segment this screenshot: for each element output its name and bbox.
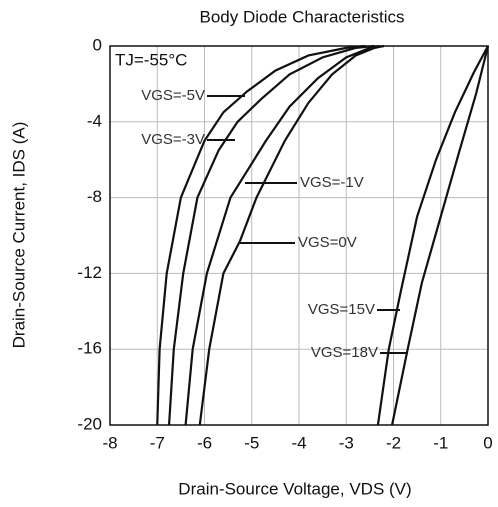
- annotation: TJ=-55°C: [115, 50, 187, 69]
- x-tick-label: -7: [150, 433, 165, 452]
- x-tick-label: -4: [291, 433, 306, 452]
- x-tick-label: -8: [102, 433, 117, 452]
- curve: [198, 44, 385, 426]
- y-tick-label: 0: [93, 35, 102, 54]
- curve: [184, 44, 380, 426]
- y-tick-label: -4: [87, 111, 102, 130]
- y-tick-label: -8: [87, 187, 102, 206]
- series-label: VGS=-5V: [141, 87, 205, 104]
- x-tick-label: -5: [244, 433, 259, 452]
- y-tick-label: -20: [77, 414, 102, 433]
- chart-title: Body Diode Characteristics: [199, 7, 404, 26]
- curve: [376, 45, 489, 426]
- plot-frame: [109, 45, 489, 426]
- x-tick-label: -2: [386, 433, 401, 452]
- x-tick-label: -1: [433, 433, 448, 452]
- x-tick-label: -3: [339, 433, 354, 452]
- x-tick-label: 0: [483, 433, 492, 452]
- series-label: VGS=-1V: [300, 174, 364, 191]
- x-tick-label: -6: [197, 433, 212, 452]
- y-tick-label: -12: [77, 263, 102, 282]
- curve: [167, 44, 375, 426]
- series-label: VGS=15V: [308, 301, 375, 318]
- y-axis-label: Drain-Source Current, IDS (A): [9, 122, 28, 349]
- x-axis-label: Drain-Source Voltage, VDS (V): [178, 479, 411, 498]
- curve: [391, 45, 490, 426]
- series-label: VGS=-3V: [141, 131, 205, 148]
- curve: [156, 44, 366, 426]
- series-label: VGS=0V: [298, 234, 357, 251]
- y-tick-label: -16: [77, 339, 102, 358]
- series-label: VGS=18V: [311, 344, 378, 361]
